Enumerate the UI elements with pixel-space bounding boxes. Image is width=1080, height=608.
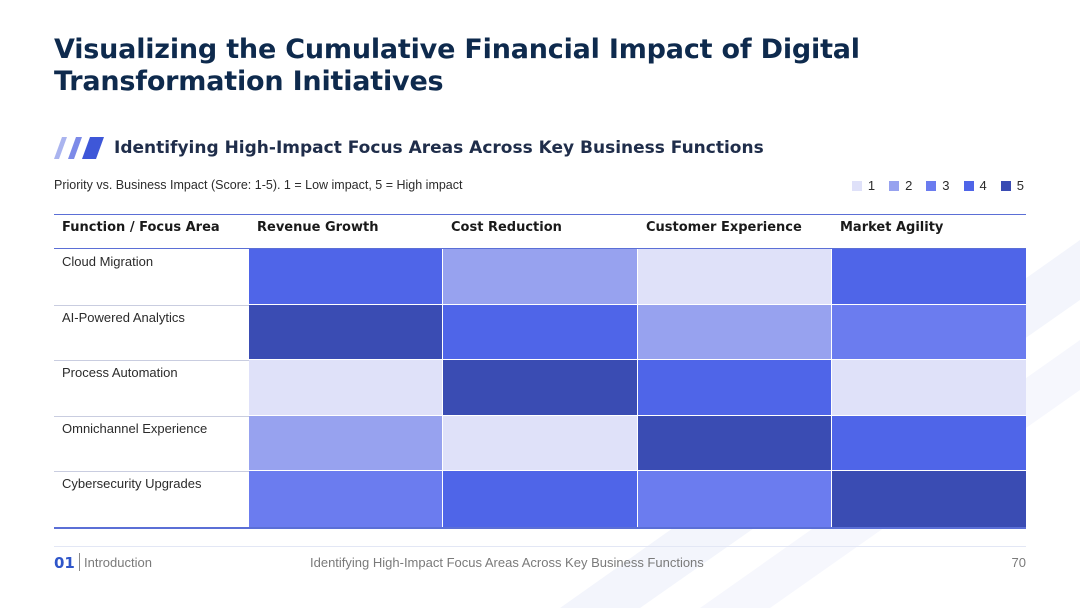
legend-label: 4 <box>979 178 987 193</box>
row-label: AI-Powered Analytics <box>62 309 185 325</box>
legend-label: 1 <box>867 178 876 193</box>
heatmap-bottom-border <box>54 527 1026 529</box>
heatmap-cell <box>637 249 832 305</box>
footer-topic: Identifying High-Impact Focus Areas Acro… <box>310 555 704 570</box>
legend-swatch <box>963 180 974 191</box>
heatmap-cell <box>249 360 444 416</box>
heatmap-cell <box>637 360 832 416</box>
legend-swatch <box>889 180 900 191</box>
row-label: Process Automation <box>62 365 178 381</box>
heatmap-cell <box>637 415 832 472</box>
section-subtitle: Identifying High-Impact Focus Areas Acro… <box>114 138 764 158</box>
heatmap-cell <box>637 304 832 361</box>
legend-swatch <box>926 180 937 191</box>
footer-divider <box>54 546 1026 547</box>
legend-item: 2 <box>889 178 912 193</box>
footer-separator <box>79 553 80 571</box>
footer-section-name: Introduction <box>84 555 152 570</box>
row-divider <box>54 415 249 417</box>
row-label: Omnichannel Experience <box>62 420 208 436</box>
column-header: Revenue Growth <box>257 220 379 235</box>
row-label: Cloud Migration <box>62 254 154 269</box>
legend-swatch <box>851 180 862 191</box>
heatmap-cell <box>249 304 444 361</box>
row-divider <box>54 304 249 306</box>
legend-label: 3 <box>942 178 950 193</box>
heatmap-cell <box>831 415 1026 472</box>
legend: 1 2 3 4 5 <box>851 178 1024 193</box>
row-label: Cybersecurity Upgrades <box>62 476 202 492</box>
row-divider <box>54 471 249 473</box>
legend-label: 5 <box>1016 178 1024 193</box>
heatmap-cell <box>443 249 638 305</box>
row-divider <box>54 360 249 362</box>
heatmap-cell <box>637 471 832 527</box>
column-header: Customer Experience <box>646 220 802 235</box>
column-header: Market Agility <box>840 220 944 235</box>
heatmap-cell <box>443 415 638 472</box>
legend-label: 2 <box>905 178 913 193</box>
slash-accent-icon <box>54 137 104 159</box>
subtitle-row: Identifying High-Impact Focus Areas Acro… <box>54 136 764 160</box>
heatmap-cell <box>443 471 638 527</box>
legend-swatch <box>1000 180 1011 191</box>
heatmap-header <box>54 214 1026 249</box>
heatmap-cell <box>443 304 638 361</box>
legend-item: 5 <box>1000 178 1024 193</box>
page-title: Visualizing the Cumulative Financial Imp… <box>54 34 860 97</box>
heatmap-cell <box>831 471 1026 527</box>
legend-item: 3 <box>926 178 950 193</box>
heatmap-cell <box>443 360 638 416</box>
heatmap-cell <box>249 415 444 472</box>
heatmap-cell <box>249 249 444 305</box>
heatmap-cell <box>831 360 1026 416</box>
heatmap-cell <box>249 471 444 527</box>
heatmap-cell <box>831 304 1026 361</box>
column-header: Cost Reduction <box>451 220 562 235</box>
footer-section-number: 01 <box>54 554 75 572</box>
column-header-function: Function / Focus Area <box>62 220 220 235</box>
heatmap-cell <box>831 249 1026 305</box>
legend-item: 4 <box>963 178 987 193</box>
footer-page-number: 70 <box>1011 555 1026 570</box>
chart-caption: Priority vs. Business Impact (Score: 1-5… <box>54 178 463 192</box>
legend-item: 1 <box>851 178 876 193</box>
